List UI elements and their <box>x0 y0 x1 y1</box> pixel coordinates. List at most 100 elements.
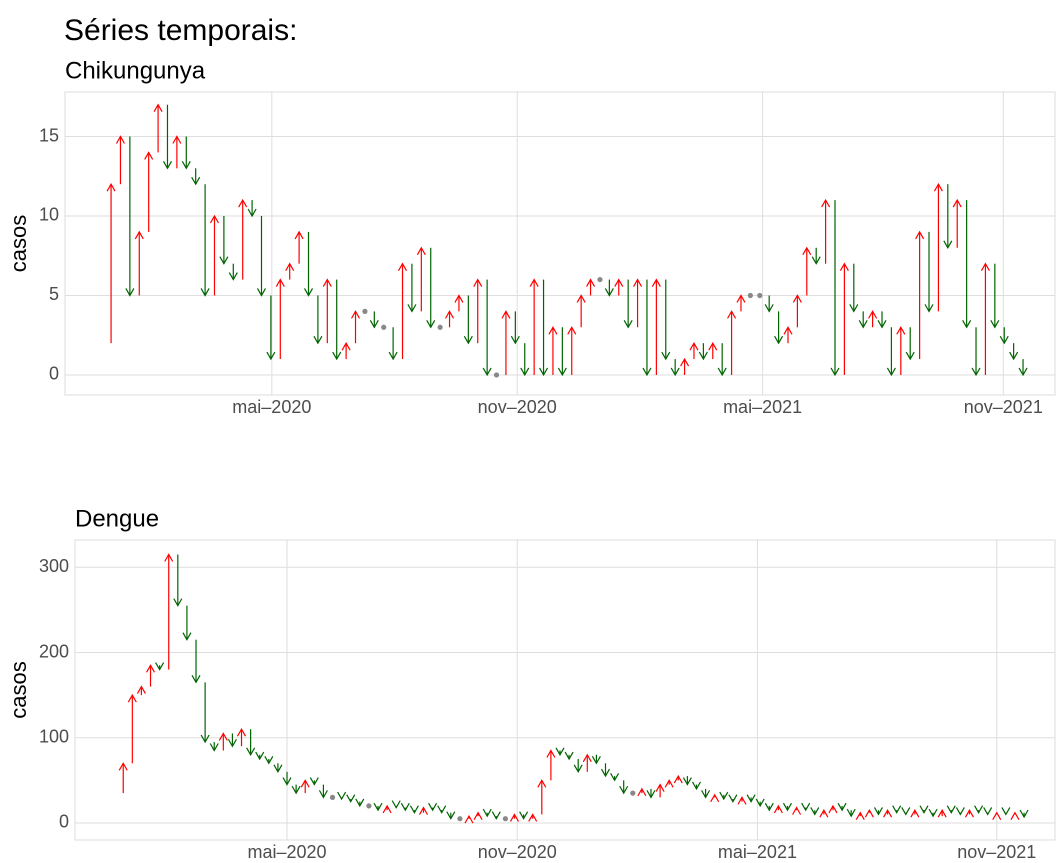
arrow <box>134 230 144 296</box>
arrow-head <box>219 256 229 265</box>
arrow-head <box>173 598 183 607</box>
arrow <box>416 246 426 312</box>
arrow-head <box>964 808 974 818</box>
arrow <box>255 751 265 761</box>
arrow-head <box>482 808 492 818</box>
arrow-head <box>428 802 438 812</box>
arrow <box>457 816 463 822</box>
arrow-dot <box>457 816 463 822</box>
arrow <box>873 807 883 816</box>
arrow-head <box>946 805 956 814</box>
arrow <box>868 310 878 328</box>
arrow <box>937 808 947 818</box>
arrow <box>877 311 887 329</box>
arrow <box>896 326 906 375</box>
arrow <box>355 798 365 808</box>
arrow <box>983 807 993 816</box>
arrow <box>501 310 511 375</box>
arrow <box>155 662 165 671</box>
arrow-head <box>125 288 135 297</box>
arrow <box>719 791 729 801</box>
arrow <box>691 781 702 791</box>
arrow-head <box>980 262 990 271</box>
arrow-head <box>454 294 464 303</box>
arrow <box>701 788 711 799</box>
arrow-head <box>191 675 201 684</box>
arrow-head <box>313 335 323 345</box>
arrow <box>162 104 172 170</box>
arrow-head <box>819 808 829 818</box>
arrow <box>915 230 925 360</box>
arrow-head <box>464 814 474 824</box>
arrow <box>746 794 756 803</box>
y-tick-label: 100 <box>39 726 69 746</box>
arrow <box>928 808 938 818</box>
arrow <box>576 294 586 328</box>
arrow-head <box>407 304 417 313</box>
arrow <box>849 263 859 313</box>
arrow <box>604 279 614 297</box>
x-tick-label: mai–2021 <box>718 842 797 862</box>
arrow <box>747 292 753 299</box>
arrow-head <box>576 294 586 303</box>
arrow-head <box>830 367 840 377</box>
arrow <box>400 802 410 812</box>
arrow-head <box>191 176 201 186</box>
arrow-head <box>633 278 643 287</box>
arrow <box>173 554 183 607</box>
arrow <box>510 311 520 345</box>
arrow-head <box>209 743 219 752</box>
arrow <box>318 784 328 799</box>
arrow-head <box>266 351 276 361</box>
arrow-head <box>373 802 383 812</box>
arrow <box>673 774 683 784</box>
arrow-dot <box>493 372 500 378</box>
arrow-head <box>409 805 419 814</box>
arrow <box>892 805 902 814</box>
arrow <box>637 787 647 797</box>
arrow-head <box>228 272 238 281</box>
arrow-head <box>655 783 665 792</box>
arrow <box>1009 343 1019 361</box>
arrow-head <box>337 791 347 801</box>
arrow-head <box>701 790 711 799</box>
arrow <box>491 811 501 820</box>
arrow-head <box>828 804 838 814</box>
arrow <box>437 805 447 814</box>
arrow <box>115 135 125 185</box>
arrow-head <box>318 790 328 799</box>
arrow <box>661 279 671 361</box>
arrow-head <box>463 335 473 345</box>
arrow-head <box>802 246 812 256</box>
arrow <box>181 136 191 170</box>
arrow-head <box>520 367 530 377</box>
arrow <box>388 327 398 361</box>
arrow-head <box>162 161 172 170</box>
arrow-head <box>181 161 191 170</box>
arrow <box>454 294 464 312</box>
arrow-head <box>144 151 154 160</box>
arrow-head <box>783 326 793 335</box>
arrow <box>783 326 793 344</box>
arrow <box>846 808 856 818</box>
arrow <box>717 343 727 377</box>
arrow <box>1010 811 1020 821</box>
arrow <box>369 311 379 329</box>
arrow-head <box>548 326 558 335</box>
panel-border <box>64 91 1056 396</box>
arrow <box>564 751 574 761</box>
arrow-head <box>273 764 283 774</box>
arrow-head <box>127 693 137 703</box>
y-tick-label: 10 <box>39 205 59 225</box>
arrow-dot <box>630 790 636 796</box>
arrow-head <box>746 794 756 803</box>
arrow <box>651 278 661 375</box>
arrow <box>437 324 443 330</box>
arrow <box>811 247 821 265</box>
arrow <box>774 311 784 345</box>
y-tick-label: 5 <box>49 284 59 304</box>
arrow-head <box>727 310 737 319</box>
arrow <box>381 324 387 330</box>
arrow-head <box>382 804 392 814</box>
x-tick-label: mai–2020 <box>247 842 326 862</box>
